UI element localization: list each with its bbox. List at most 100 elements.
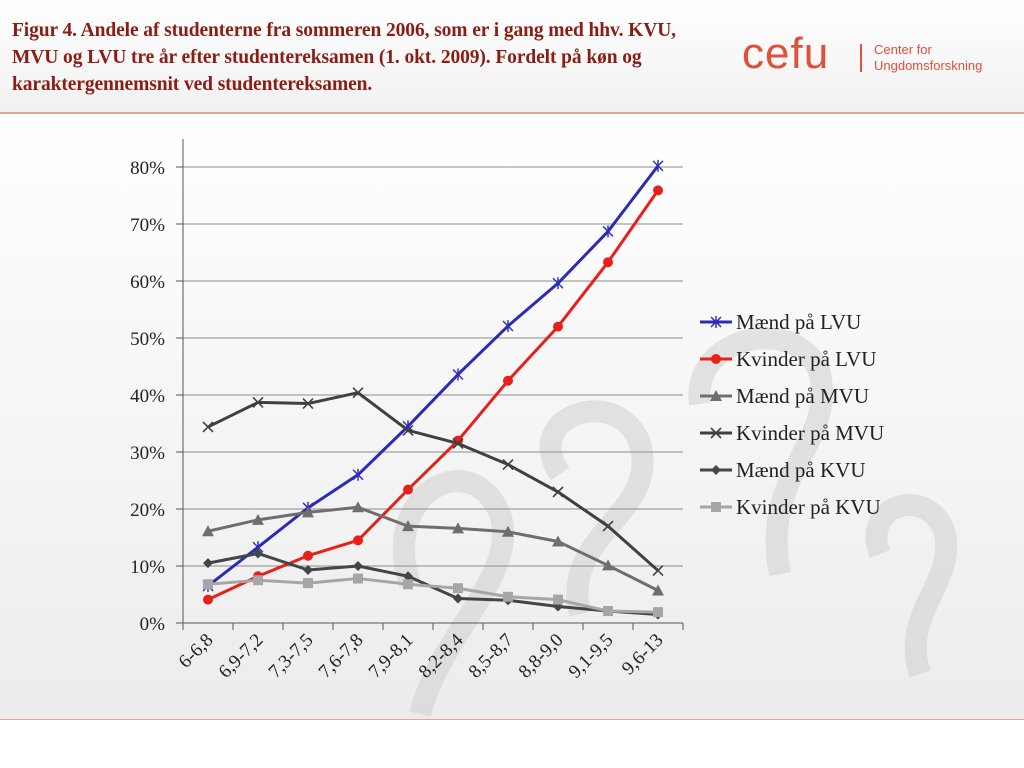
legend-label: Kvinder på KVU	[736, 495, 881, 519]
marker-stroke	[710, 427, 722, 439]
legend-item: Kvinder på MVU	[700, 421, 884, 445]
logo-wordmark: cefu	[742, 29, 830, 78]
y-tick-label: 80%	[130, 158, 165, 179]
data-point	[553, 321, 563, 332]
data-point	[453, 593, 463, 604]
series-line	[207, 164, 660, 588]
x-tick-label: 9,6-13	[618, 630, 668, 680]
data-point	[352, 468, 364, 481]
data-point	[553, 601, 563, 612]
marker-stroke	[602, 520, 614, 532]
data-point	[202, 525, 214, 537]
x-tick-label: 7,6-7,8	[315, 630, 368, 683]
marker-stroke	[402, 424, 414, 436]
series-line	[207, 577, 659, 614]
data-point	[652, 159, 664, 172]
legend-item: Kvinder på LVU	[700, 347, 876, 371]
marker-stroke	[552, 486, 564, 498]
data-point	[653, 185, 663, 196]
data-point	[252, 513, 264, 525]
data-point	[602, 225, 614, 238]
x-tick-label: 8,5-8,7	[465, 630, 518, 683]
data-point	[552, 486, 564, 498]
y-tick-label: 30%	[130, 443, 165, 464]
data-point	[553, 594, 563, 605]
data-point	[552, 277, 564, 290]
data-point	[253, 548, 263, 559]
data-point	[711, 465, 721, 475]
y-tick-label: 50%	[130, 329, 165, 350]
x-tick-label: 7,9-8,1	[365, 630, 418, 683]
data-point	[603, 257, 613, 268]
data-point	[602, 520, 614, 532]
data-point	[353, 561, 363, 571]
y-tick-label: 60%	[130, 272, 165, 293]
data-point	[352, 387, 364, 399]
figure-title: Figur 4. Andele af studenterne fra somme…	[12, 20, 676, 95]
x-tick-label: 6,9-7,2	[215, 630, 268, 683]
legend-label: Mænd på MVU	[736, 384, 869, 408]
marker-stroke	[252, 396, 264, 408]
header-divider	[0, 112, 1024, 114]
data-point	[710, 427, 722, 439]
marker-stroke	[452, 437, 464, 450]
y-tick-label: 70%	[130, 215, 165, 236]
footer-divider	[0, 719, 1024, 720]
data-point	[302, 397, 314, 410]
data-point	[653, 607, 663, 618]
legend-item: Mænd på LVU	[700, 310, 861, 334]
y-tick-label: 40%	[130, 386, 165, 407]
data-point	[652, 564, 664, 577]
data-point	[452, 522, 464, 534]
chart-panel: 0% 10% 20% 30% 40% 50% 60% 70% 80% 6-6,8 6,9-7,2 7…	[0, 114, 1024, 719]
x-tick-label: 8,8-9,0	[515, 630, 568, 683]
data-point	[503, 591, 513, 602]
marker-stroke	[352, 387, 364, 399]
data-point	[252, 396, 264, 408]
logo-subtitle-line2: Ungdomsforskning	[874, 58, 983, 73]
data-point	[711, 354, 721, 364]
data-point	[402, 520, 414, 532]
data-point	[502, 525, 514, 537]
data-point	[502, 458, 514, 471]
data-point	[710, 316, 722, 328]
marker-stroke	[502, 458, 514, 471]
data-point	[453, 583, 463, 594]
data-point	[202, 421, 214, 433]
data-point	[403, 579, 413, 590]
data-point	[402, 424, 414, 436]
data-point	[203, 579, 213, 590]
legend-item: Mænd på KVU	[700, 458, 866, 482]
data-point	[452, 368, 464, 381]
data-point	[203, 558, 213, 569]
data-point	[711, 502, 721, 512]
series-1	[203, 185, 663, 605]
x-tick-label: 7,3-7,5	[265, 630, 318, 683]
series-2	[202, 501, 664, 596]
x-tick-label: 6-6,8	[175, 630, 218, 673]
series-line	[207, 391, 659, 572]
series-5	[203, 573, 663, 618]
data-point	[710, 390, 722, 401]
data-point	[203, 594, 213, 605]
series-line	[207, 189, 660, 601]
data-point	[602, 559, 614, 571]
y-tick-label: 0%	[140, 614, 166, 635]
legend-label: Mænd på KVU	[736, 458, 866, 482]
data-point	[302, 506, 314, 518]
legend-item: Kvinder på KVU	[700, 495, 881, 519]
data-point	[353, 573, 363, 584]
data-point	[502, 320, 514, 333]
series-line	[207, 505, 659, 592]
series-3	[202, 387, 664, 577]
data-point	[353, 535, 363, 546]
data-point	[403, 484, 413, 495]
data-point	[552, 535, 564, 547]
logo-subtitle: Center for Ungdomsforskning	[874, 42, 1024, 74]
data-point	[253, 575, 263, 586]
legend-label: Kvinder på LVU	[736, 347, 876, 371]
logo-subtitle-line1: Center for	[874, 42, 932, 57]
y-tick-label: 10%	[130, 557, 165, 578]
data-point	[352, 501, 364, 513]
data-point	[652, 584, 664, 596]
